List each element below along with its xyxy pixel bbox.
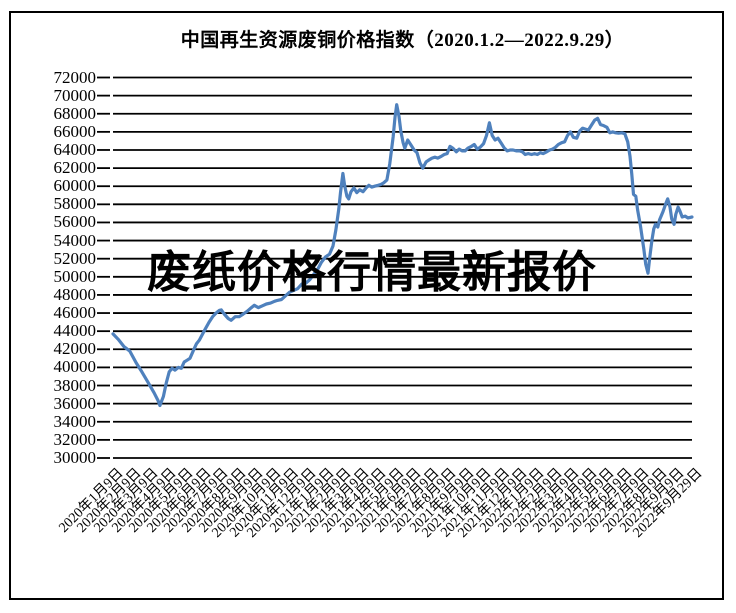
gridlines — [113, 76, 692, 459]
y-axis-label: 58000 — [53, 194, 97, 214]
watermark-text: 废纸价格行情最新报价 — [147, 248, 597, 297]
y-axis-label: 56000 — [53, 212, 97, 232]
y-axis-label: 40000 — [53, 357, 97, 377]
y-axis-label: 60000 — [53, 176, 97, 196]
y-axis-label: 50000 — [53, 266, 97, 286]
y-axis-label: 70000 — [53, 85, 97, 105]
y-axis-label: 32000 — [53, 429, 97, 449]
y-axis-label: 54000 — [53, 230, 97, 250]
y-axis-label: 62000 — [53, 158, 97, 178]
y-axis-label: 48000 — [53, 284, 97, 304]
y-axis-label: 38000 — [53, 375, 97, 395]
y-axis-label: 64000 — [53, 139, 97, 159]
y-axis-ticks — [97, 76, 110, 459]
y-axis-label: 34000 — [53, 411, 97, 431]
chart-frame — [9, 11, 724, 600]
price-line-series — [111, 103, 694, 408]
y-axis-label: 72000 — [53, 67, 97, 87]
y-axis-label: 36000 — [53, 393, 97, 413]
y-axis-label: 66000 — [53, 121, 97, 141]
y-axis-label: 30000 — [53, 448, 97, 467]
y-axis-label: 52000 — [53, 248, 97, 268]
y-axis-label: 46000 — [53, 303, 97, 323]
y-axis-label: 44000 — [53, 321, 97, 341]
chart-title: 中国再生资源废铜价格指数（2020.1.2—2022.9.29） — [180, 30, 625, 51]
y-axis-label: 68000 — [53, 103, 97, 123]
y-axis-label: 42000 — [53, 339, 97, 359]
